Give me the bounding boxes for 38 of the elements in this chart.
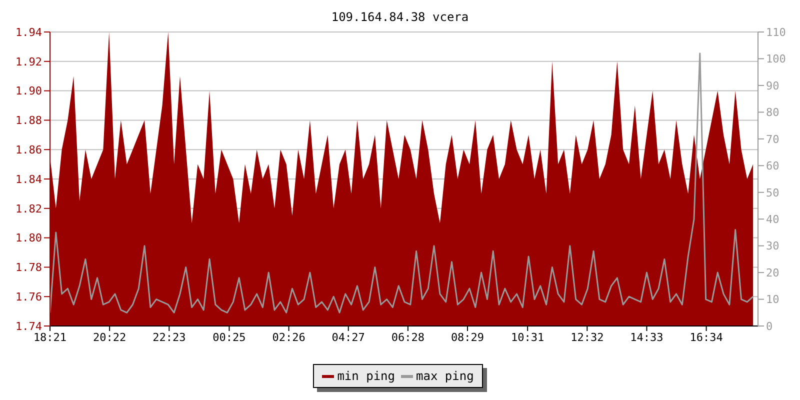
x-tick-label: 18:21 <box>33 330 67 344</box>
legend-label: max ping <box>416 369 474 383</box>
x-tick-label: 04:27 <box>332 330 365 344</box>
x-tick-label: 16:34 <box>690 330 724 344</box>
y2-tick-label: 60 <box>766 160 780 173</box>
y2-tick-label: 30 <box>766 240 780 253</box>
y-tick-label: 1.92 <box>16 55 42 68</box>
y-tick-label: 1.86 <box>16 144 42 157</box>
y-tick-label: 1.94 <box>16 26 42 39</box>
y2-tick-label: 80 <box>766 106 780 120</box>
x-tick-label: 02:26 <box>272 330 306 344</box>
y-tick-label: 1.76 <box>16 290 42 304</box>
y-tick-label: 1.88 <box>16 114 42 128</box>
legend-label: min ping <box>337 369 395 383</box>
x-tick-label: 20:22 <box>93 330 126 344</box>
x-tick-label: 06:28 <box>391 330 424 344</box>
x-tick-label: 10:31 <box>511 330 544 344</box>
y-tick-label: 1.74 <box>16 320 42 333</box>
y2-tick-label: 110 <box>766 26 786 39</box>
y-tick-label: 1.90 <box>16 84 42 98</box>
y2-tick-label: 50 <box>766 186 780 200</box>
x-tick-label: 00:25 <box>212 330 246 344</box>
y-tick-label: 1.80 <box>16 232 42 245</box>
y2-tick-label: 90 <box>766 79 780 92</box>
y2-tick-label: 10 <box>766 293 780 306</box>
x-tick-label: 08:29 <box>450 330 484 344</box>
chart-title: 109.164.84.38 vcera <box>330 9 470 26</box>
y-tick-label: 1.78 <box>16 261 42 274</box>
y-tick-label: 1.84 <box>16 172 42 186</box>
x-tick-label: 12:32 <box>570 330 604 344</box>
y2-tick-label: 0 <box>766 320 773 333</box>
x-tick-label: 14:33 <box>630 330 664 344</box>
x-tick-label: 22:23 <box>152 330 186 344</box>
y2-tick-label: 100 <box>766 52 786 66</box>
y2-tick-label: 40 <box>766 212 780 226</box>
y2-tick-label: 20 <box>766 266 780 280</box>
y2-tick-label: 70 <box>766 132 780 146</box>
y-tick-label: 1.82 <box>16 202 42 216</box>
